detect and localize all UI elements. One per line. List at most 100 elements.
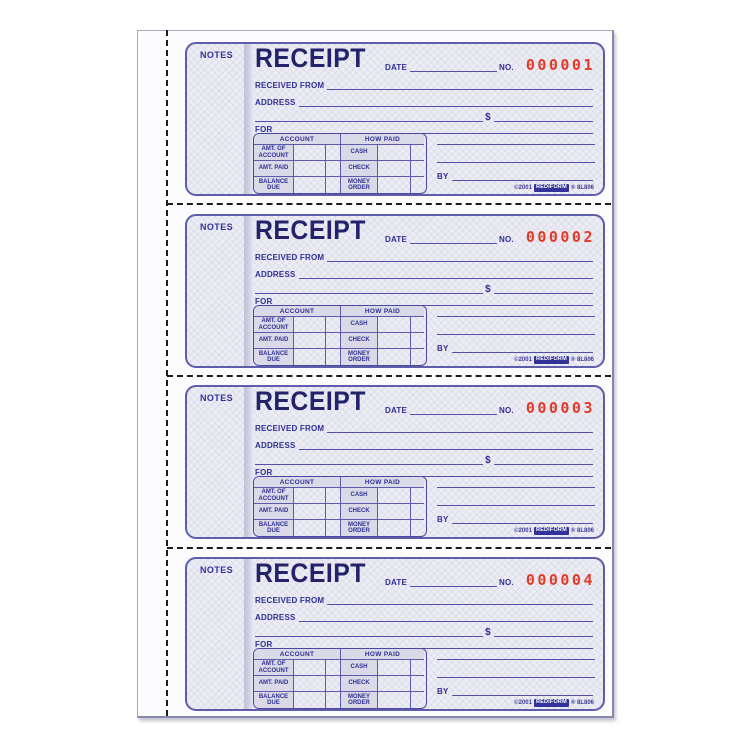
check-cents-cell (411, 161, 424, 177)
receipt-title: RECEIPT (255, 558, 366, 588)
check-cell (378, 504, 411, 520)
receipt-title: RECEIPT (255, 386, 366, 416)
by-row: BY (437, 685, 595, 697)
check-cell (378, 161, 411, 177)
money-order-cents-cell (411, 349, 424, 365)
received-from-blank-line (327, 88, 593, 90)
copyright-text: ©2001 (514, 356, 532, 363)
received-from-row: RECEIVED FROM (255, 422, 595, 434)
number-label: NO. (498, 406, 514, 416)
date-label: DATE (385, 578, 407, 588)
receipt-form-2: NOTES RECEIPT DATE NO. 000002 RECEIVED F… (185, 214, 605, 368)
date-label: DATE (385, 63, 407, 73)
for-label: FOR (255, 640, 273, 650)
money-order-cents-cell (411, 692, 424, 708)
amount-blank-line (255, 463, 484, 465)
check-label: CHECK (341, 333, 378, 349)
money-order-label: MONEY ORDER (341, 692, 378, 708)
for-blank-line (275, 132, 593, 134)
money-order-label: MONEY ORDER (341, 177, 378, 193)
amount-row: $ (255, 111, 595, 123)
amt-of-account-cell (294, 145, 326, 161)
balance-due-label: BALANCE DUE (254, 692, 294, 708)
check-cell (378, 333, 411, 349)
receipt-form-1: NOTES RECEIPT DATE NO. 000001 RECEIVED F… (185, 42, 605, 196)
by-blank-line (451, 522, 593, 524)
how-paid-header: HOW PAID (341, 134, 424, 145)
dollar-blank-line (493, 635, 593, 637)
amt-of-account-cents-cell (326, 660, 341, 676)
blank-line-1 (437, 144, 595, 145)
by-label: BY (437, 687, 449, 697)
amt-paid-cell (294, 676, 326, 692)
date-blank-line (409, 413, 497, 415)
cash-cell (378, 488, 411, 504)
date-number-row: DATE NO. 000004 (385, 573, 595, 588)
product-code: ® 8L806 (570, 699, 594, 706)
money-order-cell (378, 692, 411, 708)
balance-due-label: BALANCE DUE (254, 177, 294, 193)
account-how-paid-table: ACCOUNT HOW PAID AMT. OF ACCOUNT CASH AM… (253, 476, 427, 537)
amt-of-account-label: AMT. OF ACCOUNT (254, 660, 294, 676)
date-blank-line (409, 70, 497, 72)
address-blank-line (298, 277, 593, 279)
check-label: CHECK (341, 504, 378, 520)
amt-paid-label: AMT. PAID (254, 161, 294, 177)
received-from-row: RECEIVED FROM (255, 251, 595, 263)
amount-row: $ (255, 454, 595, 466)
for-row: FOR (255, 123, 595, 135)
serial-number: 000001 (525, 56, 595, 74)
cash-cents-cell (411, 660, 424, 676)
amt-of-account-cents-cell (326, 317, 341, 333)
for-label: FOR (255, 297, 273, 307)
money-order-label: MONEY ORDER (341, 349, 378, 365)
date-number-row: DATE NO. 000001 (385, 56, 595, 74)
amt-paid-label: AMT. PAID (254, 676, 294, 692)
amt-of-account-cents-cell (326, 488, 341, 504)
product-code: ® 8L806 (570, 184, 594, 191)
notes-divider (244, 44, 254, 194)
date-blank-line (409, 585, 497, 587)
cash-label: CASH (341, 488, 378, 504)
how-paid-header: HOW PAID (341, 649, 424, 660)
number-label: NO. (498, 578, 514, 588)
amount-row: $ (255, 626, 595, 638)
amt-paid-label: AMT. PAID (254, 504, 294, 520)
account-header: ACCOUNT (254, 649, 341, 660)
cash-label: CASH (341, 317, 378, 333)
received-from-label: RECEIVED FROM (255, 596, 325, 606)
amount-blank-line (255, 292, 484, 294)
for-row: FOR (255, 466, 595, 478)
money-order-cell (378, 349, 411, 365)
amt-of-account-label: AMT. OF ACCOUNT (254, 488, 294, 504)
account-header: ACCOUNT (254, 306, 341, 317)
perforation-horizontal-3 (167, 547, 611, 549)
by-row: BY (437, 513, 595, 525)
received-from-label: RECEIVED FROM (255, 253, 325, 263)
address-label: ADDRESS (255, 98, 296, 108)
by-row: BY (437, 170, 595, 182)
balance-due-label: BALANCE DUE (254, 520, 294, 536)
money-order-label: MONEY ORDER (341, 520, 378, 536)
colophon: ©2001 REDIFORM ® 8L806 (514, 527, 594, 535)
colophon: ©2001 REDIFORM ® 8L806 (514, 356, 594, 364)
date-number-row: DATE NO. 000002 (385, 230, 595, 245)
address-row: ADDRESS (255, 439, 595, 451)
address-label: ADDRESS (255, 613, 296, 623)
colophon: ©2001 REDIFORM ® 8L806 (514, 699, 594, 707)
cash-cell (378, 317, 411, 333)
blank-line-2 (437, 162, 595, 163)
amount-blank-line (255, 120, 484, 122)
date-label: DATE (385, 235, 407, 245)
received-from-row: RECEIVED FROM (255, 79, 595, 91)
amt-paid-cell (294, 333, 326, 349)
received-from-blank-line (327, 260, 593, 262)
by-label: BY (437, 172, 449, 182)
amt-of-account-cell (294, 488, 326, 504)
address-row: ADDRESS (255, 268, 595, 280)
dollar-blank-line (493, 292, 593, 294)
money-order-cents-cell (411, 520, 424, 536)
blank-line-2 (437, 334, 595, 335)
cash-cents-cell (411, 317, 424, 333)
